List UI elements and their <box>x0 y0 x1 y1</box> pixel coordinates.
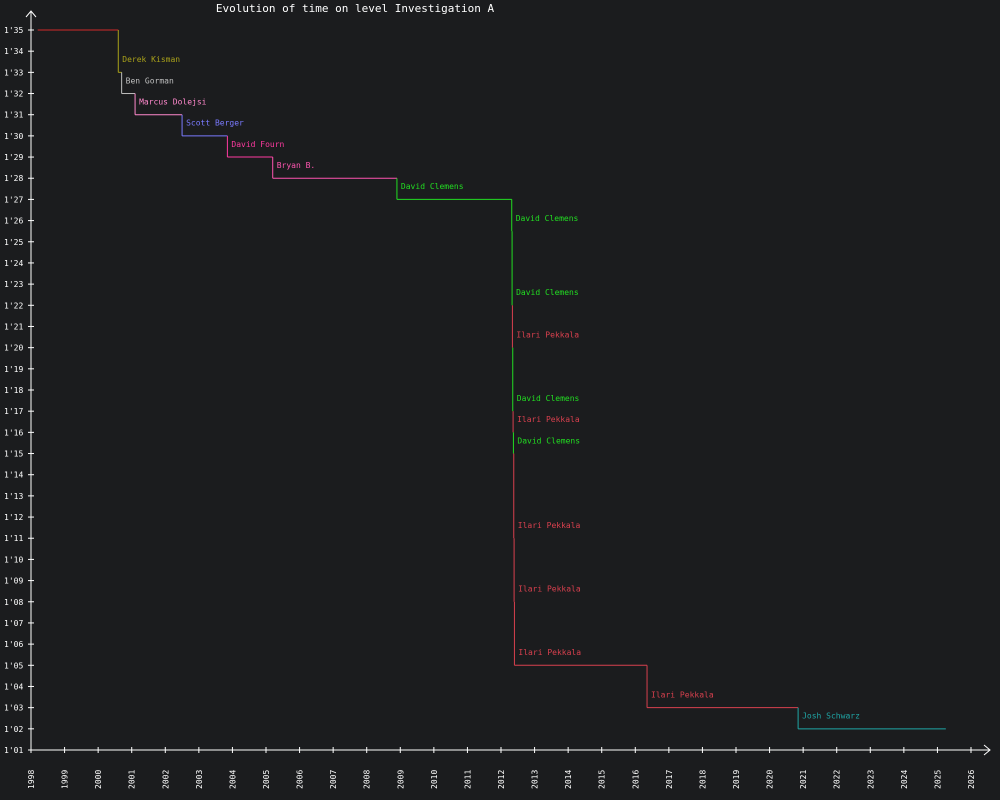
x-tick-label: 2018 <box>698 770 707 789</box>
x-tick-label: 2017 <box>665 770 674 789</box>
y-tick-label: 1'12 <box>4 513 23 522</box>
record-holder-label: Derek Kisman <box>122 55 180 64</box>
x-tick-label: 2013 <box>531 770 540 789</box>
y-tick-label: 1'04 <box>4 682 23 691</box>
x-tick-label: 2026 <box>967 770 976 789</box>
y-tick-label: 1'11 <box>4 534 23 543</box>
x-tick-label: 2002 <box>161 770 170 789</box>
y-tick-label: 1'28 <box>4 174 23 183</box>
y-tick-label: 1'13 <box>4 492 23 501</box>
record-holder-label: David Clemens <box>401 182 464 191</box>
record-holder-label: Ilari Pekkala <box>518 648 581 657</box>
record-holder-label: Josh Schwarz <box>802 712 860 721</box>
x-tick-label: 2000 <box>94 770 103 789</box>
y-tick-label: 1'23 <box>4 280 23 289</box>
record-holder-labels: Derek Kisman Ben Gorman Marcus Dolejsi Scot… <box>122 55 860 720</box>
record-holder-label: Ilari Pekkala <box>517 415 580 424</box>
record-holder-label: Ben Gorman <box>126 76 174 85</box>
x-tick-label: 2008 <box>363 770 372 789</box>
record-holder-label: David Clemens <box>517 394 580 403</box>
y-tick-label: 1'03 <box>4 704 23 713</box>
y-tick-label: 1'02 <box>4 725 23 734</box>
y-tick-label: 1'15 <box>4 450 23 459</box>
x-tick-label: 2021 <box>799 770 808 789</box>
y-tick-label: 1'26 <box>4 217 23 226</box>
x-tick-label: 2022 <box>833 770 842 789</box>
y-tick-label: 1'10 <box>4 555 23 564</box>
y-tick-label: 1'29 <box>4 153 23 162</box>
x-tick-label: 2019 <box>732 770 741 789</box>
x-tick-label: 2007 <box>329 770 338 789</box>
x-tick-label: 2020 <box>766 770 775 789</box>
record-holder-label: Ilari Pekkala <box>518 521 581 530</box>
record-holder-label: Marcus Dolejsi <box>139 98 207 107</box>
record-holder-label: David Clemens <box>516 288 579 297</box>
record-holder-label: David Clemens <box>517 436 580 445</box>
y-axis-arrow <box>25 10 37 18</box>
x-tick-label: 1999 <box>61 770 70 789</box>
x-tick-label: 2025 <box>933 770 942 789</box>
x-tick-label: 2015 <box>598 770 607 789</box>
record-holder-label: David Fourn <box>231 140 284 149</box>
x-tick-label: 2003 <box>195 770 204 789</box>
y-tick-label: 1'19 <box>4 365 23 374</box>
y-tick-label: 1'16 <box>4 428 23 437</box>
y-tick-label: 1'17 <box>4 407 23 416</box>
y-tick-label: 1'35 <box>4 26 23 35</box>
x-tick-label: 2012 <box>497 770 506 789</box>
x-tick-label: 2014 <box>564 770 573 789</box>
y-tick-label: 1'06 <box>4 640 23 649</box>
x-tick-label: 2001 <box>128 770 137 789</box>
record-holder-label: Ilari Pekkala <box>518 585 581 594</box>
y-tick-label: 1'07 <box>4 619 23 628</box>
record-holder-label: Bryan B. <box>277 161 316 170</box>
chart-title: Evolution of time on level Investigation… <box>216 2 495 15</box>
y-tick-label: 1'34 <box>4 47 23 56</box>
x-tick-label: 2011 <box>463 770 472 789</box>
x-tick-label: 2004 <box>228 770 237 789</box>
record-holder-label: Scott Berger <box>186 119 244 128</box>
y-tick-label: 1'14 <box>4 471 23 480</box>
x-tick-label: 1998 <box>27 770 36 789</box>
y-tick-label: 1'21 <box>4 322 23 331</box>
record-step-line <box>37 29 946 730</box>
x-tick-label: 2023 <box>866 770 875 789</box>
record-holder-label: Ilari Pekkala <box>651 690 714 699</box>
record-holder-label: David Clemens <box>516 214 579 223</box>
axes <box>25 10 991 756</box>
x-tick-label: 2016 <box>631 770 640 789</box>
y-tick-label: 1'09 <box>4 577 23 586</box>
y-tick-label: 1'20 <box>4 344 23 353</box>
y-tick-label: 1'33 <box>4 68 23 77</box>
y-tick-label: 1'31 <box>4 111 23 120</box>
y-tick-label: 1'08 <box>4 598 23 607</box>
y-tick-label: 1'25 <box>4 238 23 247</box>
x-tick-label: 2006 <box>296 770 305 789</box>
y-axis-ticks: 1'01 1'02 1'03 1'04 1'05 1'06 1'07 1'08 1'09 1'10… <box>4 26 34 755</box>
record-holder-label: Ilari Pekkala <box>516 330 579 339</box>
y-tick-label: 1'24 <box>4 259 23 268</box>
y-tick-label: 1'18 <box>4 386 23 395</box>
y-tick-label: 1'30 <box>4 132 23 141</box>
x-axis-ticks: 1998 1999 2000 2001 2002 2003 2004 2005 2006 2007… <box>27 747 976 789</box>
x-tick-label: 2024 <box>900 770 909 789</box>
y-tick-label: 1'01 <box>4 746 23 755</box>
x-tick-label: 2005 <box>262 770 271 789</box>
y-tick-label: 1'32 <box>4 90 23 99</box>
x-axis-arrow <box>983 744 991 756</box>
x-tick-label: 2010 <box>430 770 439 789</box>
y-tick-label: 1'05 <box>4 661 23 670</box>
y-tick-label: 1'22 <box>4 301 23 310</box>
y-tick-label: 1'27 <box>4 195 23 204</box>
x-tick-label: 2009 <box>396 770 405 789</box>
